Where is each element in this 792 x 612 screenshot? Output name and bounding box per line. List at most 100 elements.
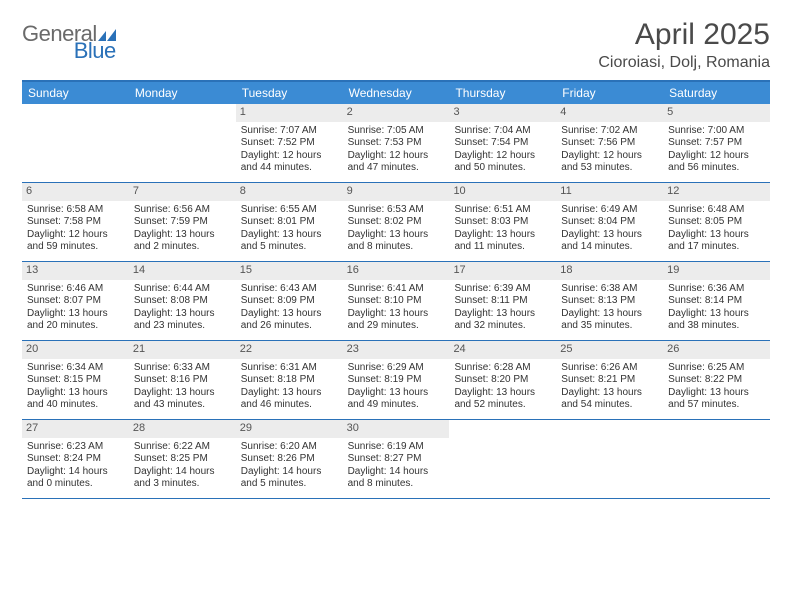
sunrise-text: Sunrise: 6:31 AM [241,362,338,375]
logo-text-blue: Blue [74,41,116,62]
sunset-text: Sunset: 7:59 PM [134,216,231,229]
sunrise-text: Sunrise: 6:36 AM [668,283,765,296]
daylight-text: Daylight: 14 hours and 0 minutes. [27,466,124,491]
daylight-text: Daylight: 13 hours and 46 minutes. [241,387,338,412]
day-cell: 12Sunrise: 6:48 AMSunset: 8:05 PMDayligh… [663,183,770,261]
day-number: 20 [22,341,129,359]
sunrise-text: Sunrise: 6:28 AM [454,362,551,375]
sunrise-text: Sunrise: 7:07 AM [241,125,338,138]
day-number: 7 [129,183,236,201]
week-row: 20Sunrise: 6:34 AMSunset: 8:15 PMDayligh… [22,341,770,420]
daylight-text: Daylight: 14 hours and 5 minutes. [241,466,338,491]
sunset-text: Sunset: 8:20 PM [454,374,551,387]
sunrise-text: Sunrise: 6:23 AM [27,441,124,454]
sunset-text: Sunset: 8:25 PM [134,453,231,466]
sunrise-text: Sunrise: 6:41 AM [348,283,445,296]
day-cell: 16Sunrise: 6:41 AMSunset: 8:10 PMDayligh… [343,262,450,340]
sunrise-text: Sunrise: 6:39 AM [454,283,551,296]
sunset-text: Sunset: 8:04 PM [561,216,658,229]
sunrise-text: Sunrise: 6:46 AM [27,283,124,296]
day-number: 17 [449,262,556,280]
daylight-text: Daylight: 14 hours and 8 minutes. [348,466,445,491]
daylight-text: Daylight: 12 hours and 53 minutes. [561,150,658,175]
sunset-text: Sunset: 8:16 PM [134,374,231,387]
day-header: Tuesday [236,82,343,104]
sunrise-text: Sunrise: 6:38 AM [561,283,658,296]
day-cell: 22Sunrise: 6:31 AMSunset: 8:18 PMDayligh… [236,341,343,419]
sunset-text: Sunset: 7:53 PM [348,137,445,150]
day-number: 29 [236,420,343,438]
day-cell: 4 Sunrise: 7:02 AMSunset: 7:56 PMDaylight… [556,104,663,182]
day-number: 8 [236,183,343,201]
day-number: 22 [236,341,343,359]
sunset-text: Sunset: 8:09 PM [241,295,338,308]
day-number: 12 [663,183,770,201]
sunset-text: Sunset: 8:07 PM [27,295,124,308]
sunset-text: Sunset: 8:21 PM [561,374,658,387]
week-row: 1Sunrise: 7:07 AMSunset: 7:52 PMDaylight… [22,104,770,183]
day-number: 11 [556,183,663,201]
daylight-text: Daylight: 12 hours and 47 minutes. [348,150,445,175]
day-number: 18 [556,262,663,280]
daylight-text: Daylight: 12 hours and 59 minutes. [27,229,124,254]
calendar-page: GeneralBlue April 2025 Cioroiasi, Dolj, … [0,0,792,517]
day-cell: 21Sunrise: 6:33 AMSunset: 8:16 PMDayligh… [129,341,236,419]
sunset-text: Sunset: 8:01 PM [241,216,338,229]
daylight-text: Daylight: 14 hours and 3 minutes. [134,466,231,491]
day-number: 4 [556,104,663,122]
daylight-text: Daylight: 13 hours and 54 minutes. [561,387,658,412]
day-number: 19 [663,262,770,280]
day-header: Friday [556,82,663,104]
daylight-text: Daylight: 13 hours and 11 minutes. [454,229,551,254]
day-number: 2 [343,104,450,122]
title-block: April 2025 Cioroiasi, Dolj, Romania [598,18,770,72]
daylight-text: Daylight: 13 hours and 2 minutes. [134,229,231,254]
day-header-row: SundayMondayTuesdayWednesdayThursdayFrid… [22,82,770,104]
day-number: 23 [343,341,450,359]
sunset-text: Sunset: 8:24 PM [27,453,124,466]
day-cell: 24Sunrise: 6:28 AMSunset: 8:20 PMDayligh… [449,341,556,419]
day-cell: 7Sunrise: 6:56 AMSunset: 7:59 PMDaylight… [129,183,236,261]
daylight-text: Daylight: 13 hours and 43 minutes. [134,387,231,412]
day-cell: 30Sunrise: 6:19 AMSunset: 8:27 PMDayligh… [343,420,450,498]
day-number: 16 [343,262,450,280]
day-cell: 26Sunrise: 6:25 AMSunset: 8:22 PMDayligh… [663,341,770,419]
sunrise-text: Sunrise: 6:55 AM [241,204,338,217]
day-number: 28 [129,420,236,438]
day-number: 14 [129,262,236,280]
day-cell: 10Sunrise: 6:51 AMSunset: 8:03 PMDayligh… [449,183,556,261]
day-cell: 14Sunrise: 6:44 AMSunset: 8:08 PMDayligh… [129,262,236,340]
logo: GeneralBlue [22,18,118,62]
location-label: Cioroiasi, Dolj, Romania [598,54,770,72]
sunset-text: Sunset: 8:10 PM [348,295,445,308]
day-cell: 5Sunrise: 7:00 AMSunset: 7:57 PMDaylight… [663,104,770,182]
week-row: 13Sunrise: 6:46 AMSunset: 8:07 PMDayligh… [22,262,770,341]
day-number: 21 [129,341,236,359]
daylight-text: Daylight: 13 hours and 23 minutes. [134,308,231,333]
day-cell: 9Sunrise: 6:53 AMSunset: 8:02 PMDaylight… [343,183,450,261]
sunrise-text: Sunrise: 6:34 AM [27,362,124,375]
daylight-text: Daylight: 13 hours and 35 minutes. [561,308,658,333]
sunset-text: Sunset: 7:56 PM [561,137,658,150]
sunrise-text: Sunrise: 6:25 AM [668,362,765,375]
month-title: April 2025 [598,18,770,52]
daylight-text: Daylight: 12 hours and 56 minutes. [668,150,765,175]
sunset-text: Sunset: 8:08 PM [134,295,231,308]
sunset-text: Sunset: 8:02 PM [348,216,445,229]
day-cell: 23Sunrise: 6:29 AMSunset: 8:19 PMDayligh… [343,341,450,419]
day-cell: 29Sunrise: 6:20 AMSunset: 8:26 PMDayligh… [236,420,343,498]
sunrise-text: Sunrise: 7:02 AM [561,125,658,138]
day-cell: 28 Sunrise: 6:22 AMSunset: 8:25 PMDayligh… [129,420,236,498]
day-cell: 3Sunrise: 7:04 AMSunset: 7:54 PMDaylight… [449,104,556,182]
daylight-text: Daylight: 13 hours and 52 minutes. [454,387,551,412]
day-cell [556,420,663,498]
week-row: 6Sunrise: 6:58 AMSunset: 7:58 PMDaylight… [22,183,770,262]
day-number: 30 [343,420,450,438]
sunset-text: Sunset: 8:26 PM [241,453,338,466]
daylight-text: Daylight: 13 hours and 20 minutes. [27,308,124,333]
day-number: 9 [343,183,450,201]
sunset-text: Sunset: 8:13 PM [561,295,658,308]
sunset-text: Sunset: 7:58 PM [27,216,124,229]
sunrise-text: Sunrise: 6:22 AM [134,441,231,454]
sunset-text: Sunset: 7:57 PM [668,137,765,150]
